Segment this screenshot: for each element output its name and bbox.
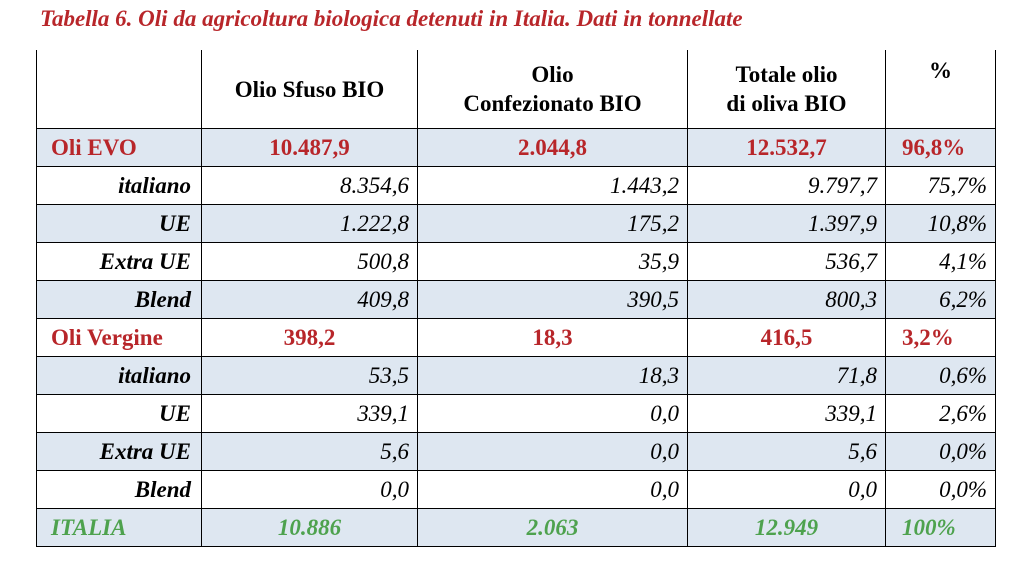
header-sfuso-line-1: Olio Sfuso BIO — [234, 76, 385, 102]
cell-totale: 800,3 — [687, 280, 886, 319]
header-confezionato: Olio Confezionato BIO — [417, 50, 688, 129]
cell-percent: 6,2% — [885, 280, 996, 319]
table-row: italiano 53,5 18,3 71,8 0,6% — [36, 356, 996, 395]
cell-confezionato: 2.044,8 — [417, 128, 688, 167]
cell-sfuso: 10.487,9 — [201, 128, 418, 167]
cell-percent: 3,2% — [885, 318, 996, 357]
cell-confezionato: 0,0 — [417, 432, 688, 471]
cell-totale: 12.532,7 — [687, 128, 886, 167]
table-row: ITALIA 10.886 2.063 12.949 100% — [36, 508, 996, 547]
row-label: Oli Vergine — [36, 318, 202, 357]
cell-percent: 2,6% — [885, 394, 996, 433]
cell-sfuso: 10.886 — [201, 508, 418, 547]
cell-percent: 96,8% — [885, 128, 996, 167]
header-totale-line-1: Totale olio — [735, 62, 838, 87]
header-totale-line-2: di oliva BIO — [726, 91, 847, 116]
row-label: Blend — [36, 470, 202, 509]
cell-confezionato: 2.063 — [417, 508, 688, 547]
cell-totale: 71,8 — [687, 356, 886, 395]
cell-sfuso: 8.354,6 — [201, 166, 418, 205]
table-row: UE 339,1 0,0 339,1 2,6% — [36, 394, 996, 433]
table-row: Oli EVO 10.487,9 2.044,8 12.532,7 96,8% — [36, 128, 996, 167]
cell-totale: 1.397,9 — [687, 204, 886, 243]
cell-percent: 100% — [885, 508, 996, 547]
cell-sfuso: 1.222,8 — [201, 204, 418, 243]
table-row: Blend 409,8 390,5 800,3 6,2% — [36, 280, 996, 319]
header-percent: % — [885, 50, 996, 129]
header-percent-label: % — [929, 58, 952, 83]
row-label: italiano — [36, 356, 202, 395]
header-sfuso: Olio Sfuso BIO — [201, 50, 418, 129]
cell-sfuso: 500,8 — [201, 242, 418, 281]
row-label: Oli EVO — [36, 128, 202, 167]
header-row: Olio Sfuso BIO Olio Confezionato BIO Tot… — [36, 50, 996, 129]
cell-confezionato: 0,0 — [417, 394, 688, 433]
cell-percent: 10,8% — [885, 204, 996, 243]
cell-totale: 416,5 — [687, 318, 886, 357]
cell-sfuso: 53,5 — [201, 356, 418, 395]
header-confezionato-line-2: Confezionato BIO — [463, 91, 642, 116]
cell-sfuso: 0,0 — [201, 470, 418, 509]
cell-sfuso: 398,2 — [201, 318, 418, 357]
table-row: UE 1.222,8 175,2 1.397,9 10,8% — [36, 204, 996, 243]
row-label: italiano — [36, 166, 202, 205]
cell-percent: 75,7% — [885, 166, 996, 205]
table-row: Extra UE 500,8 35,9 536,7 4,1% — [36, 242, 996, 281]
cell-confezionato: 390,5 — [417, 280, 688, 319]
cell-percent: 0,0% — [885, 470, 996, 509]
oil-table: Olio Sfuso BIO Olio Confezionato BIO Tot… — [36, 50, 996, 547]
cell-sfuso: 5,6 — [201, 432, 418, 471]
cell-confezionato: 18,3 — [417, 318, 688, 357]
row-label: Blend — [36, 280, 202, 319]
table-title: Tabella 6. Oli da agricoltura biologica … — [40, 6, 743, 31]
row-label: Extra UE — [36, 242, 202, 281]
cell-confezionato: 18,3 — [417, 356, 688, 395]
row-label: UE — [36, 394, 202, 433]
cell-totale: 12.949 — [687, 508, 886, 547]
cell-confezionato: 175,2 — [417, 204, 688, 243]
cell-totale: 339,1 — [687, 394, 886, 433]
cell-percent: 0,6% — [885, 356, 996, 395]
cell-totale: 536,7 — [687, 242, 886, 281]
cell-totale: 0,0 — [687, 470, 886, 509]
cell-totale: 5,6 — [687, 432, 886, 471]
table-row: Oli Vergine 398,2 18,3 416,5 3,2% — [36, 318, 996, 357]
row-label: UE — [36, 204, 202, 243]
cell-totale: 9.797,7 — [687, 166, 886, 205]
cell-confezionato: 0,0 — [417, 470, 688, 509]
header-confezionato-line-1: Olio — [531, 62, 574, 87]
cell-sfuso: 409,8 — [201, 280, 418, 319]
cell-confezionato: 35,9 — [417, 242, 688, 281]
header-empty-cell — [36, 50, 202, 129]
cell-percent: 0,0% — [885, 432, 996, 471]
table-row: italiano 8.354,6 1.443,2 9.797,7 75,7% — [36, 166, 996, 205]
row-label: ITALIA — [36, 508, 202, 547]
header-totale: Totale olio di oliva BIO — [687, 50, 886, 129]
cell-confezionato: 1.443,2 — [417, 166, 688, 205]
table-row: Blend 0,0 0,0 0,0 0,0% — [36, 470, 996, 509]
table-row: Extra UE 5,6 0,0 5,6 0,0% — [36, 432, 996, 471]
cell-percent: 4,1% — [885, 242, 996, 281]
row-label: Extra UE — [36, 432, 202, 471]
cell-sfuso: 339,1 — [201, 394, 418, 433]
